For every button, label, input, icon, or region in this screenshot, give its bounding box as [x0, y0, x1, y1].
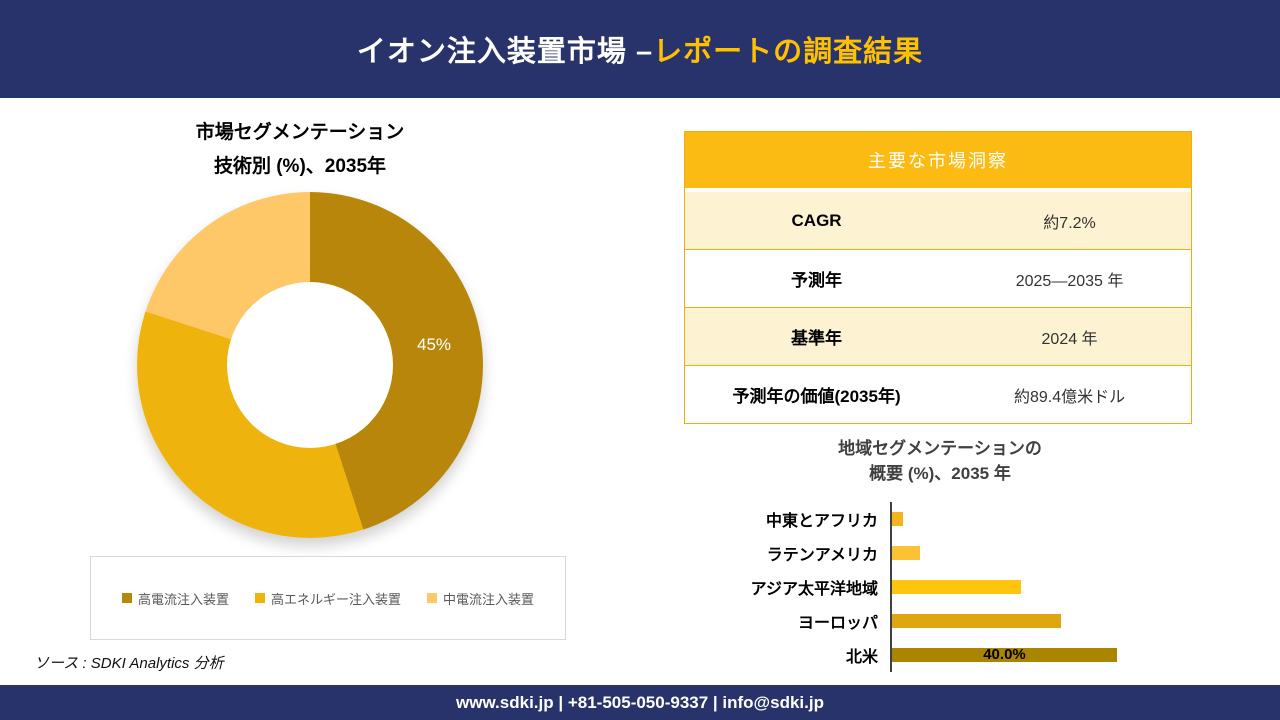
market-insights-table: 主要な市場洞察 CAGR 約7.2% 予測年 2025—2035 年基準年 2024 年…	[684, 131, 1192, 424]
legend-item: 高エネルギー注入装置	[254, 589, 401, 608]
legend-swatch-icon	[121, 593, 132, 603]
bar-row: 中東とアフリカ	[690, 502, 1260, 536]
table-row-label: 予測年の価値(2035年)	[732, 387, 901, 406]
table-row-label: CAGR	[791, 210, 842, 230]
donut-segment-data-label: 45%	[416, 335, 452, 354]
donut-chart-title: 市場セグメンテーション 技術別 (%)、2035年	[20, 116, 580, 184]
bar	[892, 580, 1022, 594]
page-title: イオン注入装置市場 –レポートの調査結果	[357, 28, 923, 70]
footer-bar: www.sdki.jp | +81-505-050-9337 | info@sd…	[0, 685, 1280, 720]
donut-chart-wrap: 45%	[137, 192, 483, 538]
bar-category-label: ラテンアメリカ	[766, 547, 878, 564]
bar-chart-title-line2: 概要 (%)、2035 年	[869, 464, 1011, 483]
legend-swatch-icon	[427, 593, 437, 603]
table-row-value: 約7.2%	[1043, 214, 1096, 232]
table-row-value: 2025—2035 年	[1015, 272, 1124, 290]
legend-label: 高電流注入装置	[137, 591, 229, 607]
donut-chart-title-line2: 技術別 (%)、2035年	[213, 156, 387, 177]
bar-row: ヨーロッパ	[690, 604, 1260, 638]
bar-data-label: 40.0%	[983, 646, 1026, 663]
bar	[892, 614, 1061, 628]
table-row-value: 2024 年	[1041, 330, 1098, 348]
bar-track	[890, 502, 1260, 536]
table-row-value: 約89.4億米ドル	[1013, 388, 1126, 406]
bar-row: アジア太平洋地域	[690, 570, 1260, 604]
legend-item: 高電流注入装置	[121, 589, 229, 608]
bar-category-label: ヨーロッパ	[797, 615, 878, 632]
bar-category-label: アジア太平洋地域	[750, 581, 878, 598]
report-header: イオン注入装置市場 –レポートの調査結果	[0, 0, 1280, 98]
legend-label: 高エネルギー注入装置	[270, 591, 401, 607]
bar-row: 北米 40.0%	[690, 638, 1260, 672]
bar-row: ラテンアメリカ	[690, 536, 1260, 570]
content-area: 市場セグメンテーション 技術別 (%)、2035年 45% 高電流注入装置 高エネ…	[0, 98, 1280, 685]
legend-label: 中電流注入装置	[443, 591, 535, 607]
table-row: 予測年の価値(2035年) 約89.4億米ドル	[685, 366, 1191, 423]
bar	[892, 546, 921, 560]
bar-track	[890, 536, 1260, 570]
page-title-accent: レポートの調査結果	[653, 36, 924, 68]
table-row: 基準年 2024 年	[685, 308, 1191, 366]
bar-track: 40.0%	[890, 638, 1260, 672]
bar-category-label: 中東とアフリカ	[765, 513, 878, 530]
table-row-label: 基準年	[791, 329, 843, 348]
bar-chart-title-line1: 地域セグメンテーションの	[838, 439, 1042, 458]
bar-chart-title: 地域セグメンテーションの 概要 (%)、2035 年	[690, 436, 1190, 486]
table-row: CAGR 約7.2%	[685, 192, 1191, 250]
source-note: ソース : SDKI Analytics 分析	[34, 655, 224, 672]
bar-category-label: 北米	[845, 649, 878, 666]
table-row-label: 予測年	[791, 271, 843, 290]
donut-legend: 高電流注入装置 高エネルギー注入装置 中電流注入装置	[90, 556, 566, 640]
bar: 40.0%	[892, 646, 1117, 663]
page-title-main: イオン注入装置市場 –	[356, 36, 654, 68]
bar-track	[890, 604, 1260, 638]
footer-contact-text: www.sdki.jp | +81-505-050-9337 | info@sd…	[456, 692, 824, 712]
bar-track	[890, 570, 1260, 604]
market-insights-table-body: CAGR 約7.2% 予測年 2025—2035 年基準年 2024 年予測年の価値(2…	[685, 192, 1191, 423]
market-insights-table-header: 主要な市場洞察	[685, 132, 1191, 192]
legend-item: 中電流注入装置	[427, 589, 534, 608]
regional-bar-chart: 中東とアフリカ ラテンアメリカアジア太平洋地域ヨーロッパ北米 40.0%	[690, 502, 1260, 672]
table-row: 予測年 2025—2035 年	[685, 250, 1191, 308]
donut-hole	[227, 282, 393, 448]
legend-swatch-icon	[254, 593, 265, 603]
donut-chart-title-line1: 市場セグメンテーション	[195, 122, 405, 143]
bar	[892, 512, 904, 526]
